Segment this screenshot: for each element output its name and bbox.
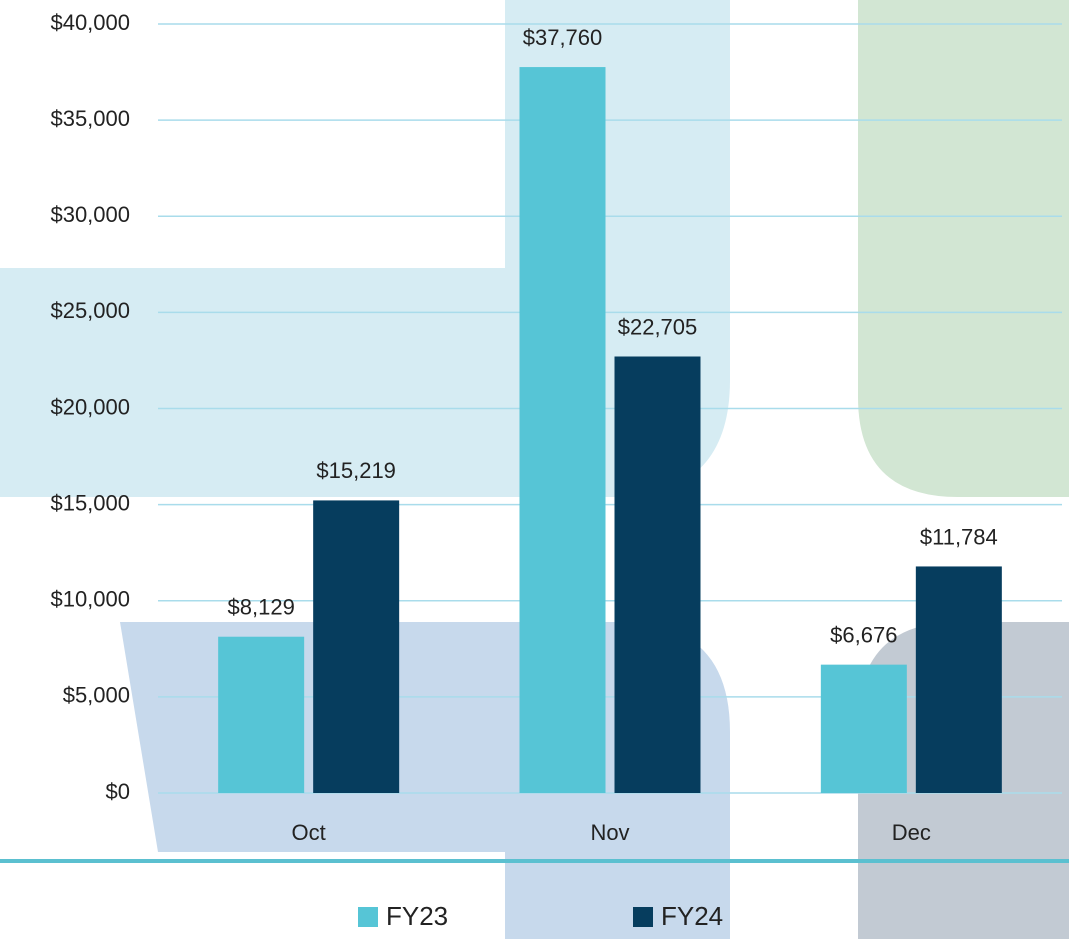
divider bbox=[0, 859, 1069, 863]
legend-label: FY23 bbox=[386, 901, 448, 931]
y-tick-label: $35,000 bbox=[50, 106, 130, 131]
bg-shape bbox=[858, 0, 1069, 497]
y-tick-label: $0 bbox=[106, 779, 130, 804]
data-label: $8,129 bbox=[228, 595, 295, 620]
y-tick-label: $10,000 bbox=[50, 587, 130, 612]
bar bbox=[313, 500, 400, 793]
bar bbox=[218, 636, 305, 793]
bar bbox=[614, 356, 701, 793]
data-label: $37,760 bbox=[523, 25, 603, 50]
data-label: $11,784 bbox=[920, 524, 998, 549]
y-tick-label: $25,000 bbox=[50, 298, 130, 323]
data-label: $15,219 bbox=[316, 458, 396, 483]
data-label: $6,676 bbox=[830, 622, 897, 647]
y-tick-label: $5,000 bbox=[63, 683, 130, 708]
y-tick-label: $20,000 bbox=[50, 394, 130, 419]
y-tick-label: $30,000 bbox=[50, 202, 130, 227]
x-tick-label: Nov bbox=[590, 820, 629, 845]
legend-label: FY24 bbox=[661, 901, 723, 931]
x-tick-label: Dec bbox=[892, 820, 931, 845]
x-tick-label: Oct bbox=[292, 820, 326, 845]
bar bbox=[915, 566, 1002, 793]
bar bbox=[519, 67, 606, 793]
bar bbox=[820, 664, 907, 793]
legend-swatch bbox=[633, 907, 653, 927]
y-tick-label: $15,000 bbox=[50, 490, 130, 515]
legend-swatch bbox=[358, 907, 378, 927]
y-tick-label: $40,000 bbox=[50, 10, 130, 35]
data-label: $22,705 bbox=[618, 314, 698, 339]
